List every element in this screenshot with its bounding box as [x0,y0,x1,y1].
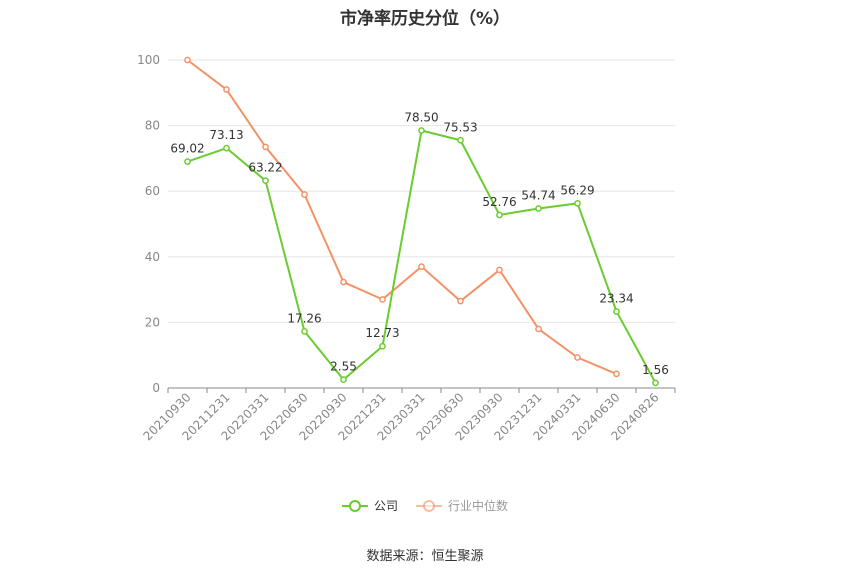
chart-title: 市净率历史分位（%） [339,9,511,29]
data-point-company [574,200,581,207]
data-point-industry-median [535,325,542,333]
legend-swatch [341,499,368,513]
data-point-industry-median [301,191,308,198]
legend-label: 行业中位数 [448,499,509,513]
data-label: 1.56 [642,363,669,377]
grid-layer [168,59,675,323]
data-point-industry-median [574,354,581,361]
legend-label: 公司 [373,499,398,513]
data-label: 17.26 [287,311,321,325]
legend-item-company[interactable]: 公司 [341,497,398,514]
y-tick-label: 40 [145,250,160,264]
legend-marker [423,499,435,512]
y-tick-label: 60 [145,184,160,198]
data-point-industry-median [340,278,347,286]
legend-swatch [416,499,442,513]
data-label: 63.22 [248,161,282,175]
data-point-company [457,136,464,144]
data-point-industry-median [184,56,191,64]
data-point-industry-median [262,143,269,151]
data-point-company [184,158,191,165]
data-label: 78.50 [404,111,438,125]
data-label: 52.76 [482,195,516,209]
data-point-industry-median [496,266,503,274]
data-point-company [613,308,620,315]
series-line-industry-median [186,59,617,375]
data-point-industry-median [457,297,464,305]
data-source: 数据来源：恒生聚源 [366,549,484,564]
data-point-company [496,211,503,219]
data-label: 56.29 [560,183,594,197]
data-point-company [535,205,542,212]
data-point-industry-median [223,86,230,93]
y-tick-label: 100 [137,53,160,67]
data-label: 54.74 [521,188,555,202]
data-point-company [340,376,347,383]
series-layer [184,56,659,387]
legend: 公司 行业中位数 [0,497,850,514]
data-point-company [652,379,659,387]
legend-item-industry-median[interactable]: 行业中位数 [416,497,508,514]
data-label: 23.34 [599,291,633,305]
data-label: 73.13 [209,128,243,142]
line-chart: 0204060801002021093020211231202203312022… [137,53,676,443]
data-point-company [301,328,308,335]
data-label: 2.55 [330,360,357,374]
data-point-company [223,144,230,152]
label-layer: 69.02 73.13 63.22 17.26 2.55 12.73 78.50 75.53 5… [170,111,669,377]
y-tick-label: 20 [145,315,160,329]
data-label: 12.73 [365,326,399,340]
y-tick-label: 0 [152,381,160,395]
data-label: 69.02 [170,142,204,156]
data-point-company [418,127,425,134]
legend-marker [348,499,361,512]
data-point-industry-median [379,296,386,303]
data-label: 75.53 [443,120,477,134]
y-tick-label: 80 [145,119,160,133]
data-point-industry-median [418,263,425,270]
data-point-company [262,177,269,184]
data-point-industry-median [613,370,620,378]
data-point-company [379,342,386,350]
